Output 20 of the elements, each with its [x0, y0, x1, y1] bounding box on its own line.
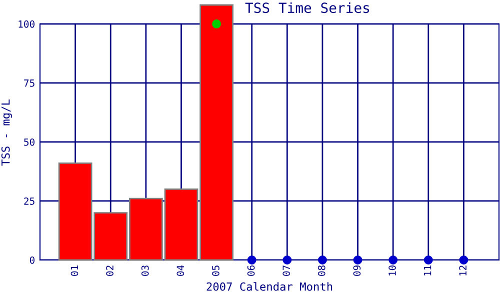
- x-tick-label: 05: [212, 266, 220, 276]
- x-tick-label: 11: [424, 266, 432, 276]
- y-tick-label: 25: [24, 197, 34, 205]
- x-tick-label: 04: [176, 265, 184, 276]
- x-axis-title: 2007 Calendar Month: [206, 282, 332, 291]
- y-axis-title: TSS - mg/L: [1, 100, 12, 166]
- x-tick-label: 01: [70, 266, 78, 276]
- y-tick-label: 50: [24, 138, 35, 146]
- x-tick-label: 09: [353, 266, 361, 276]
- chart-title: TSS Time Series: [245, 2, 370, 14]
- x-tick-label: 08: [318, 265, 326, 276]
- x-tick-label: 12: [459, 266, 466, 276]
- y-tick-label: 75: [24, 80, 34, 87]
- x-tick-label: 02: [106, 266, 114, 276]
- x-tick-label: 10: [388, 265, 396, 276]
- y-tick-label: 100: [18, 20, 35, 28]
- y-tick-label: 0: [30, 256, 35, 264]
- x-tick-label: 06: [247, 265, 255, 276]
- x-tick-label: 07: [282, 266, 290, 276]
- x-tick-label: 03: [141, 266, 149, 276]
